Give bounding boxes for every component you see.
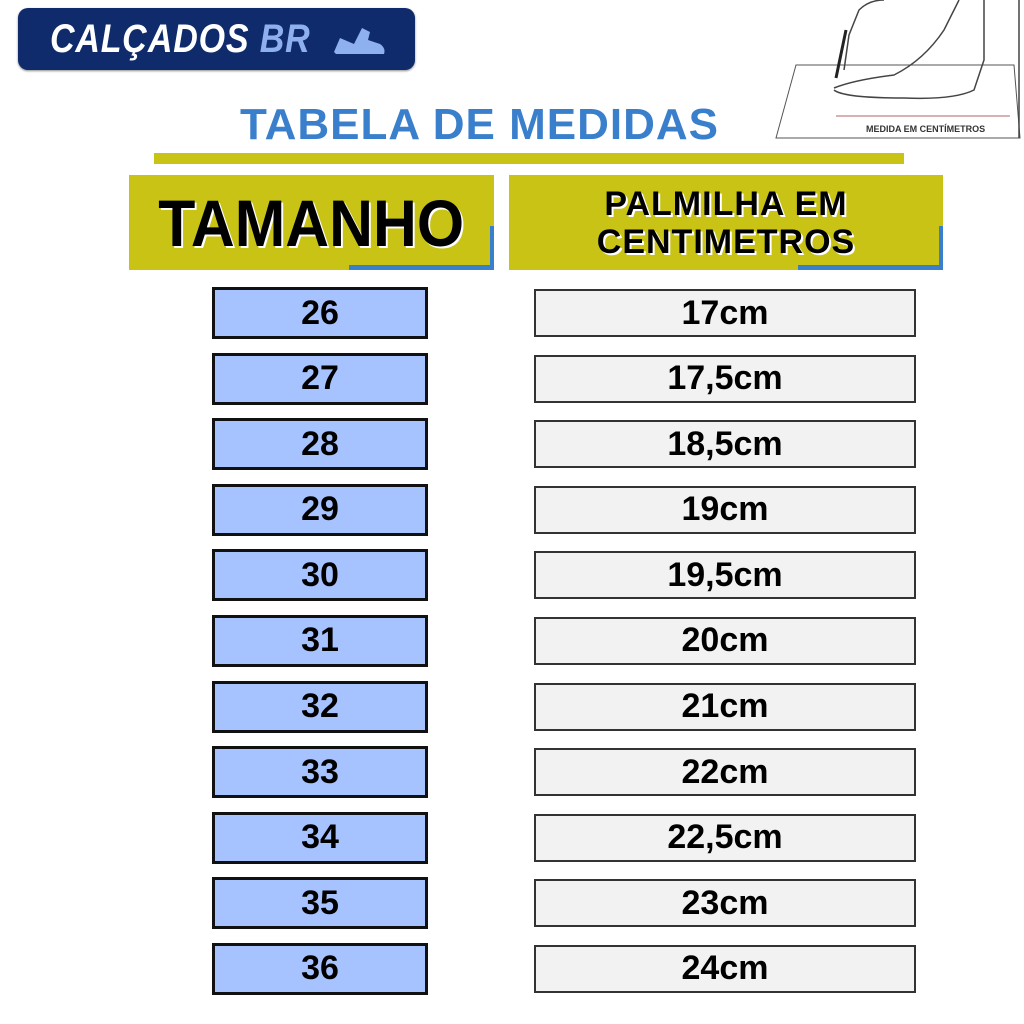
insole-length-cell: 24cm xyxy=(534,944,916,993)
insole-length-cell: 23cm xyxy=(534,879,916,928)
table-row: 31 20cm xyxy=(0,614,1024,681)
insole-length-cell: 21cm xyxy=(534,682,916,731)
size-cell: 31 xyxy=(212,614,428,667)
header-insole-line2: CENTIMETROS xyxy=(596,222,856,261)
table-row: 27 17,5cm xyxy=(0,352,1024,419)
insole-length-cell: 20cm xyxy=(534,616,916,665)
size-cell: 35 xyxy=(212,877,428,930)
size-table: 26 17cm 27 17,5cm 28 18,5cm 29 19cm 30 19,5cm 31 20… xyxy=(0,287,1024,1009)
size-cell: 36 xyxy=(212,942,428,995)
brand-logo: CALÇADOS BR xyxy=(18,8,415,70)
header-corner-accent xyxy=(798,226,943,270)
shoe-icon xyxy=(334,28,385,54)
insole-length-cell: 19cm xyxy=(534,485,916,534)
size-cell: 32 xyxy=(212,680,428,733)
table-row: 36 24cm xyxy=(0,942,1024,1009)
illustration-label: MEDIDA EM CENTÍMETROS xyxy=(866,124,986,134)
insole-length-cell: 22,5cm xyxy=(534,813,916,862)
brand-name: CALÇADOS BR xyxy=(50,16,311,61)
size-cell: 28 xyxy=(212,418,428,471)
header-size: TAMANHO xyxy=(129,175,494,270)
insole-length-cell: 18,5cm xyxy=(534,420,916,469)
insole-length-cell: 19,5cm xyxy=(534,551,916,600)
size-cell: 29 xyxy=(212,483,428,536)
table-row: 34 22,5cm xyxy=(0,811,1024,878)
table-row: 26 17cm xyxy=(0,287,1024,353)
size-cell: 34 xyxy=(212,811,428,864)
header-size-label: TAMANHO xyxy=(158,185,465,260)
table-row: 29 19cm xyxy=(0,483,1024,550)
page-title: TABELA DE MEDIDAS xyxy=(240,100,719,149)
table-row: 28 18,5cm xyxy=(0,418,1024,484)
divider xyxy=(154,153,904,164)
insole-length-cell: 22cm xyxy=(534,748,916,797)
size-cell: 26 xyxy=(212,287,428,339)
foot-measuring-illustration xyxy=(775,0,1021,139)
table-row: 32 21cm xyxy=(0,680,1024,747)
table-row: 33 22cm xyxy=(0,746,1024,812)
size-cell: 30 xyxy=(212,549,428,602)
insole-length-cell: 17cm xyxy=(534,289,916,337)
header-corner-accent xyxy=(349,226,494,270)
size-cell: 33 xyxy=(212,746,428,799)
insole-length-cell: 17,5cm xyxy=(534,354,916,403)
header-insole: PALMILHA EM CENTIMETROS xyxy=(509,175,943,270)
header-insole-line1: PALMILHA EM xyxy=(604,184,848,223)
size-cell: 27 xyxy=(212,352,428,405)
table-row: 30 19,5cm xyxy=(0,549,1024,615)
table-row: 35 23cm xyxy=(0,877,1024,943)
